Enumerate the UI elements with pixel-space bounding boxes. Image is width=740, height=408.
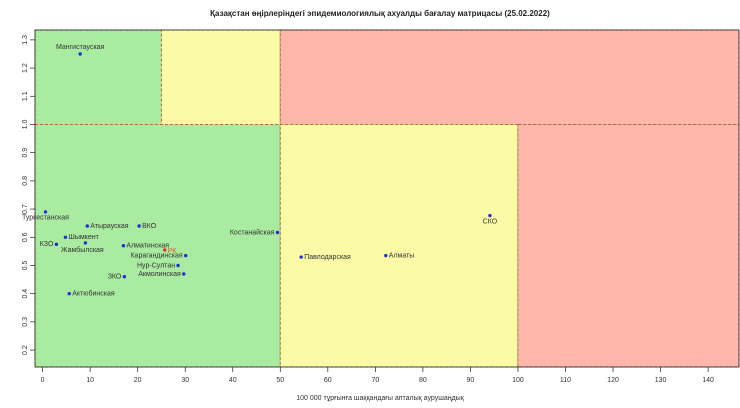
y-tick-label: 0.8 <box>22 176 29 186</box>
point <box>54 242 59 247</box>
x-tick-label: 60 <box>324 377 332 384</box>
point-label: ВКО <box>142 223 157 230</box>
y-tick-label: 0.4 <box>22 289 29 299</box>
point <box>78 52 82 56</box>
zone <box>34 29 162 125</box>
point-label: Алматинская <box>126 243 169 250</box>
x-tick-label: 50 <box>276 377 284 384</box>
chart-title: Қазақстан өңірлеріндегі эпидемиологиялық… <box>210 9 550 18</box>
x-tick-label: 120 <box>607 377 619 384</box>
x-tick-label: 20 <box>134 377 142 384</box>
y-tick-label: 0.7 <box>22 204 29 214</box>
zone <box>517 123 740 368</box>
y-tick-label: 0.3 <box>22 317 29 327</box>
zone <box>279 123 519 368</box>
plot-border <box>34 29 740 368</box>
point-label: СКО <box>483 218 498 225</box>
point-label: Павлодарская <box>304 254 351 261</box>
x-axis-label: 100 000 тұрғынға шаққандағы апталық ауру… <box>296 395 464 402</box>
x-tick-label: 110 <box>560 377 571 384</box>
x-tick-label: 70 <box>371 377 379 384</box>
x-tick-label: 0 <box>41 377 45 384</box>
point <box>182 272 186 276</box>
point-label: Акмолинская <box>138 271 181 278</box>
point-label: Нур-Султан <box>137 262 175 269</box>
x-tick-label: 10 <box>86 377 94 384</box>
y-tick-label: 0.9 <box>22 148 29 158</box>
y-tick-label: 1.0 <box>22 120 29 130</box>
zone <box>279 29 740 125</box>
zone <box>34 123 281 368</box>
x-tick-label: 30 <box>181 377 189 384</box>
point <box>67 291 71 296</box>
point-label: Мангистауская <box>56 44 105 51</box>
point <box>275 230 280 235</box>
point <box>163 248 167 252</box>
x-tick-label: 140 <box>702 377 714 384</box>
point-label: Туркестанская <box>22 215 69 222</box>
point-label: Костанайская <box>230 228 275 236</box>
point-label: КЗО <box>40 241 54 248</box>
point <box>137 224 141 228</box>
y-tick-label: 1.3 <box>22 35 29 45</box>
point <box>122 275 127 279</box>
point <box>85 224 89 228</box>
y-tick-label: 0.6 <box>22 232 29 242</box>
x-tick-label: 90 <box>467 377 475 384</box>
point <box>121 244 126 248</box>
point-label: ЗКО <box>108 274 122 281</box>
point <box>43 210 48 214</box>
point <box>83 241 88 245</box>
x-tick-label: 40 <box>229 377 237 384</box>
x-tick-label: 130 <box>655 377 667 384</box>
point <box>299 255 303 259</box>
point-label: Актюбинская <box>72 290 115 298</box>
y-tick-label: 1.2 <box>22 63 29 73</box>
x-tick-label: 80 <box>419 377 427 384</box>
point-label: Шымкент <box>68 234 99 241</box>
point-label: Жамбылская <box>61 246 104 254</box>
y-tick-label: 0.5 <box>22 261 29 271</box>
zone <box>160 29 281 125</box>
y-tick-label: 0.2 <box>22 345 29 355</box>
point-label: РК <box>168 248 178 255</box>
point-label: Атырауская <box>90 223 128 230</box>
x-tick-label: 100 <box>512 377 524 384</box>
point <box>183 253 188 258</box>
point-label: Алматы <box>389 252 415 259</box>
y-tick-label: 1.1 <box>22 91 29 101</box>
point <box>488 213 492 218</box>
point <box>176 263 180 268</box>
point <box>384 253 388 258</box>
point <box>63 235 68 239</box>
point-label: Карагандинская <box>130 252 182 259</box>
